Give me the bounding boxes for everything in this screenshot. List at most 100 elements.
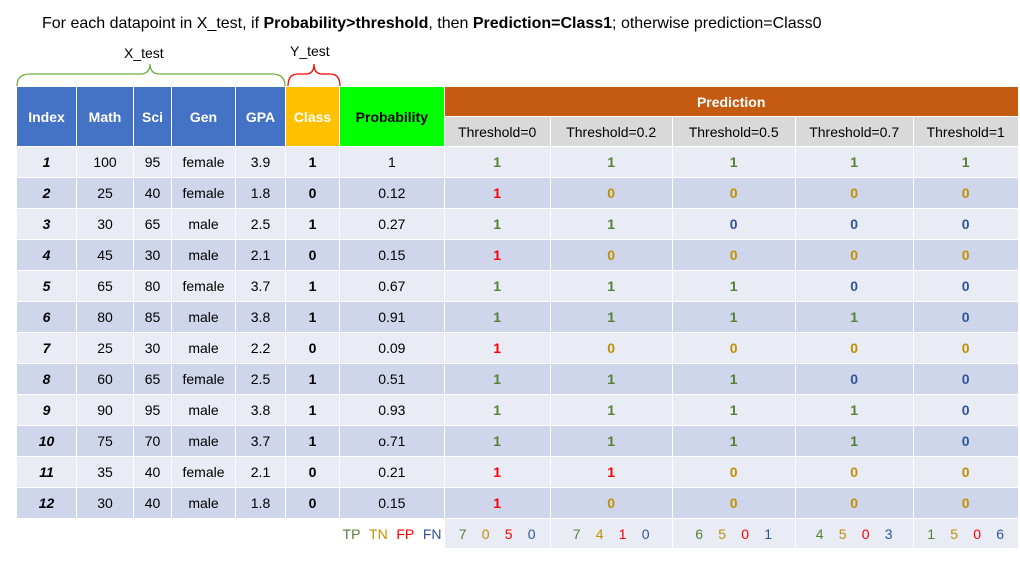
cell-probability: 0.91 (339, 301, 445, 333)
cell-class: 1 (285, 425, 340, 457)
cell-prediction: 1 (443, 146, 551, 178)
title-bold-2: Prediction=Class1 (472, 15, 613, 32)
cell-sci: 95 (133, 394, 172, 426)
cell-index: 6 (16, 301, 77, 333)
cell-prediction: 0 (912, 363, 1019, 395)
cell-prediction: 0 (671, 456, 796, 488)
cell-class: 1 (285, 363, 340, 395)
metric-tn: 5 (950, 525, 959, 542)
table-row: 10 75 70 male 3.7 1 o.71 1 1 1 1 0 (16, 425, 1019, 457)
cell-gpa: 3.8 (235, 301, 286, 333)
header-threshold: Threshold=0.2 (549, 116, 673, 147)
metric-tn: 0 (481, 525, 490, 542)
cell-prediction: 1 (443, 177, 551, 209)
title-bold-1: Probability>threshold (263, 15, 429, 32)
table-row: 11 35 40 female 2.1 0 0.21 1 1 0 0 0 (16, 456, 1019, 488)
cell-gen: male (171, 425, 236, 457)
cell-prediction: 1 (671, 394, 796, 426)
header-threshold: Threshold=0.5 (671, 116, 796, 147)
cell-gen: male (171, 208, 236, 240)
cell-gpa: 2.5 (235, 363, 286, 395)
cell-index: 1 (16, 146, 77, 178)
cell-prediction: 0 (794, 239, 914, 271)
metric-fn: 0 (527, 525, 536, 542)
table-row: 9 90 95 male 3.8 1 0.93 1 1 1 1 0 (16, 394, 1019, 426)
cell-prediction: 0 (794, 177, 914, 209)
cell-class: 1 (285, 146, 340, 178)
cell-prediction: 1 (549, 394, 673, 426)
cell-gpa: 2.1 (235, 456, 286, 488)
metric-tp: 1 (927, 525, 936, 542)
y-test-brace (287, 63, 341, 87)
cell-index: 7 (16, 332, 77, 364)
cell-prediction: 1 (671, 363, 796, 395)
cell-index: 5 (16, 270, 77, 302)
cell-class: 1 (285, 270, 340, 302)
cell-prediction: 1 (443, 270, 551, 302)
metrics-labels: TP TN FP FN (339, 518, 445, 549)
cell-prediction: 0 (671, 208, 796, 240)
cell-probability: o.71 (339, 425, 445, 457)
cell-prediction: 0 (794, 487, 914, 519)
header-prediction: Prediction (443, 86, 1019, 117)
cell-gpa: 2.1 (235, 239, 286, 271)
cell-prediction: 0 (794, 270, 914, 302)
header-probability: Probability (339, 86, 445, 147)
cell-prediction: 1 (443, 456, 551, 488)
cell-probability: 0.93 (339, 394, 445, 426)
brace-graphics (16, 63, 341, 87)
cell-prediction: 0 (549, 487, 673, 519)
header-sci: Sci (133, 86, 172, 147)
header-class: Class (285, 86, 340, 147)
cell-probability: 0.27 (339, 208, 445, 240)
metric-tp: 7 (458, 525, 467, 542)
metric-tp: 7 (572, 525, 581, 542)
metric-tn: 5 (838, 525, 847, 542)
table-body: 1 100 95 female 3.9 1 1 1 1 1 1 1 2 25 40 female 1.8 0 0.1… (16, 146, 1019, 519)
cell-prediction: 1 (443, 332, 551, 364)
cell-probability: 0.15 (339, 239, 445, 271)
cell-prediction: 0 (912, 394, 1019, 426)
y-test-label: Y_test (290, 43, 330, 59)
table-row: 3 30 65 male 2.5 1 0.27 1 1 0 0 0 (16, 208, 1019, 240)
cell-prediction: 1 (671, 425, 796, 457)
metric-label-tn: TN (369, 525, 388, 542)
data-table: Index Math Sci Gen GPA Class Probability… (16, 86, 1019, 549)
cell-prediction: 1 (443, 363, 551, 395)
cell-prediction: 1 (912, 146, 1019, 178)
cell-prediction: 1 (443, 487, 551, 519)
cell-math: 100 (76, 146, 134, 178)
cell-sci: 30 (133, 239, 172, 271)
cell-gen: male (171, 487, 236, 519)
cell-prediction: 1 (443, 394, 551, 426)
cell-prediction: 0 (671, 487, 796, 519)
cell-sci: 30 (133, 332, 172, 364)
header-gpa: GPA (235, 86, 286, 147)
cell-gen: male (171, 394, 236, 426)
cell-prediction: 1 (671, 270, 796, 302)
cell-prediction: 1 (549, 208, 673, 240)
cell-prediction: 1 (443, 425, 551, 457)
cell-index: 3 (16, 208, 77, 240)
cell-math: 65 (76, 270, 134, 302)
cell-prediction: 0 (912, 177, 1019, 209)
cell-prediction: 0 (671, 177, 796, 209)
cell-gpa: 3.7 (235, 425, 286, 457)
cell-class: 0 (285, 332, 340, 364)
cell-math: 25 (76, 177, 134, 209)
cell-probability: 0.67 (339, 270, 445, 302)
cell-class: 0 (285, 239, 340, 271)
cell-math: 90 (76, 394, 134, 426)
cell-class: 1 (285, 394, 340, 426)
cell-gen: female (171, 456, 236, 488)
cell-sci: 80 (133, 270, 172, 302)
cell-prediction: 1 (549, 301, 673, 333)
cell-gpa: 3.9 (235, 146, 286, 178)
cell-prediction: 1 (443, 208, 551, 240)
header-threshold: Threshold=1 (912, 116, 1019, 147)
header-index: Index (16, 86, 77, 147)
cell-sci: 70 (133, 425, 172, 457)
